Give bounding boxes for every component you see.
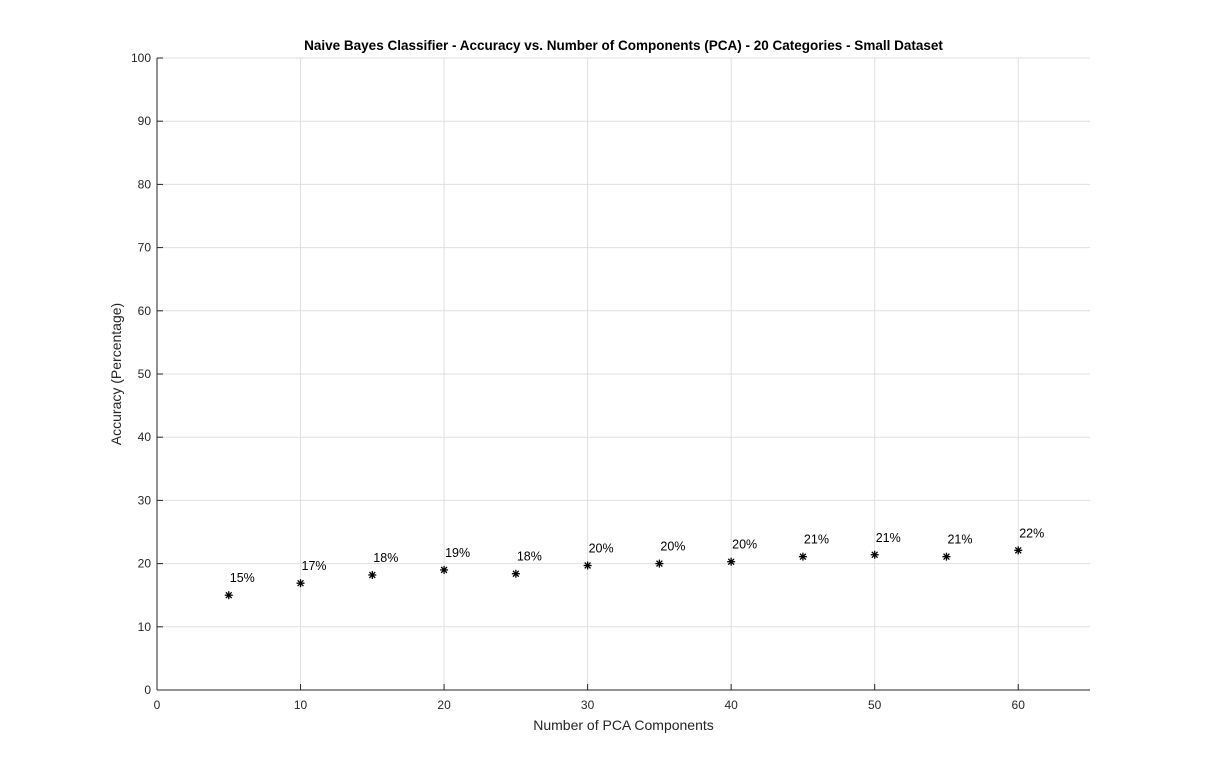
y-tick-label: 40: [138, 430, 152, 444]
data-label: 15%: [230, 571, 255, 585]
y-tick-label: 20: [138, 557, 152, 571]
x-tick-label: 0: [154, 698, 161, 712]
axes: [156, 57, 1090, 691]
x-tick-label: 20: [437, 698, 451, 712]
data-label: 19%: [445, 546, 470, 560]
data-point: [727, 557, 736, 566]
data-label: 17%: [302, 559, 327, 573]
data-label: 20%: [589, 541, 614, 555]
data-label: 21%: [947, 533, 972, 547]
data-label: 20%: [660, 540, 685, 554]
y-tick-label: 90: [138, 114, 152, 128]
grid: [157, 57, 1090, 690]
y-tick-label: 30: [138, 493, 152, 507]
x-tick-label: 30: [581, 698, 595, 712]
data-label: 21%: [876, 531, 901, 545]
y-tick-label: 80: [138, 177, 152, 191]
data-point: [296, 579, 305, 588]
data-point: [798, 552, 807, 561]
data-point: [870, 550, 879, 559]
chart-title: Naive Bayes Classifier - Accuracy vs. Nu…: [304, 38, 943, 53]
y-tick-label: 60: [138, 304, 152, 318]
data-label: 18%: [517, 550, 542, 564]
data-label: 22%: [1019, 526, 1044, 540]
y-tick-label: 0: [144, 683, 151, 697]
y-tick-label: 70: [138, 241, 152, 255]
data-point: [1014, 546, 1023, 555]
data-point: [942, 552, 951, 561]
data-point: [224, 591, 233, 600]
data-label: 18%: [373, 551, 398, 565]
y-axis-label: Accuracy (Percentage): [108, 303, 124, 445]
data-point: [368, 570, 377, 579]
y-tick-label: 50: [138, 367, 152, 381]
y-tick-label: 100: [131, 51, 151, 65]
data-point: [511, 569, 520, 578]
x-tick-label: 50: [868, 698, 882, 712]
data-point: [440, 565, 449, 574]
data-labels: 15% 17% 18% 19% 18% 20% 20% 20% 21% 21% 21% 22%: [230, 526, 1044, 585]
x-axis-label: Number of PCA Components: [533, 717, 714, 733]
tick-labels: 0 10 20 30 40 50 60 0 10 20 30 40 50 60 70 80 90 100: [131, 51, 1025, 712]
x-tick-label: 40: [724, 698, 738, 712]
x-tick-label: 60: [1012, 698, 1026, 712]
data-point: [583, 561, 592, 570]
x-tick-label: 10: [294, 698, 308, 712]
data-label: 21%: [804, 533, 829, 547]
y-tick-label: 10: [138, 620, 152, 634]
data-point: [655, 559, 664, 568]
data-label: 20%: [732, 538, 757, 552]
data-points: [224, 546, 1023, 600]
